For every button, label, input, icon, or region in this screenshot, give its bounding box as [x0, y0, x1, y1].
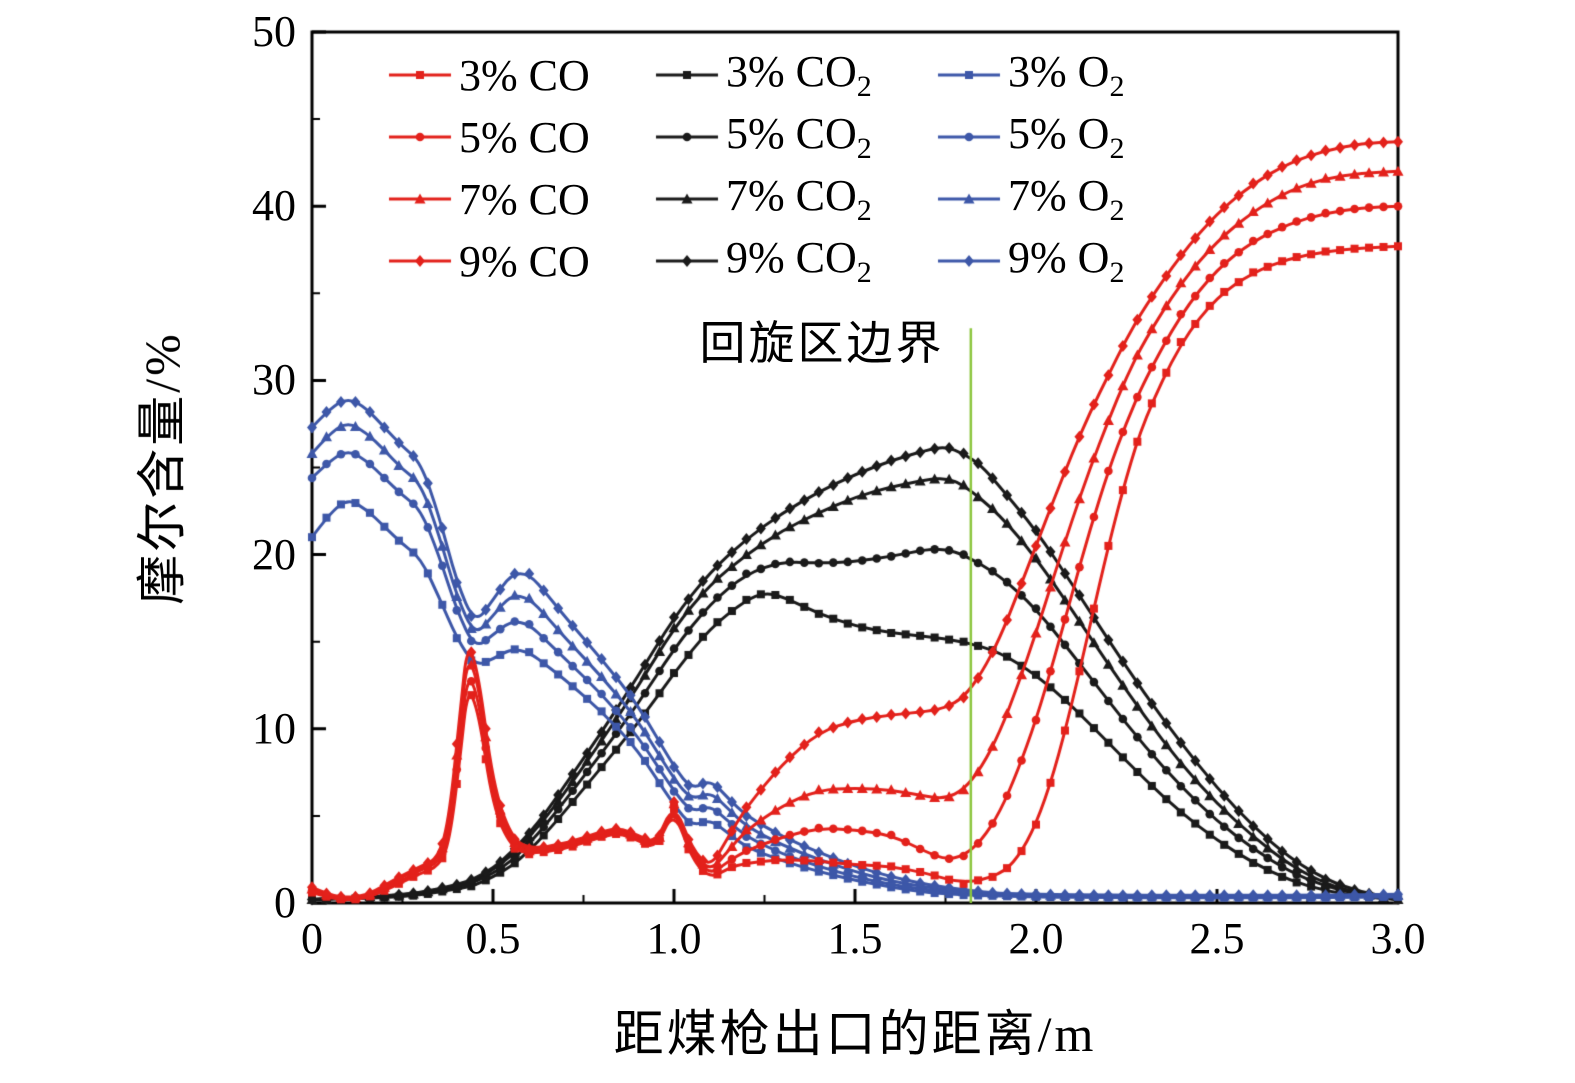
legend-item: 7% O2: [937, 170, 1187, 228]
legend-item: 5% O2: [937, 108, 1187, 166]
legend-line-sample: [388, 187, 452, 211]
legend-item: 7% CO: [388, 174, 655, 225]
legend-label: 7% CO2: [726, 171, 872, 227]
legend-item: 3% CO: [388, 50, 655, 101]
legend-label: 9% O2: [1008, 233, 1125, 289]
legend-line-sample: [655, 124, 719, 149]
y-tick-label: 40: [252, 181, 296, 231]
legend-line-sample: [937, 62, 1001, 87]
legend-item: 5% CO: [388, 112, 655, 163]
legend-label: 7% O2: [1008, 171, 1125, 227]
x-tick-label: 1.0: [646, 914, 702, 963]
y-tick-label: 10: [252, 703, 296, 753]
x-axis-title: 距煤枪出口的距离/m: [613, 1006, 1097, 1062]
legend-label: 9% CO2: [726, 233, 872, 289]
legend-label: 5% CO: [459, 112, 590, 162]
legend-item: 9% O2: [937, 232, 1187, 290]
x-tick-label: 1.5: [827, 914, 883, 963]
legend-line-sample: [388, 63, 452, 87]
legend-line-sample: [655, 186, 719, 211]
recirculation-boundary-label: 回旋区边界: [699, 318, 945, 369]
legend-item: 5% CO2: [655, 108, 937, 166]
y-tick-label: 0: [274, 878, 296, 927]
y-tick-label: 20: [252, 529, 296, 579]
x-tick-label: 3.0: [1370, 914, 1426, 963]
legend-item: 3% CO2: [655, 46, 937, 104]
legend-item: 9% CO2: [655, 232, 937, 290]
y-axis-title: 摩尔含量/%: [134, 331, 190, 605]
legend-label: 9% CO: [459, 236, 590, 286]
legend-line-sample: [388, 249, 452, 273]
y-tick-label: 30: [252, 355, 296, 405]
legend-item: 7% CO2: [655, 170, 937, 228]
legend-line-sample: [388, 125, 452, 149]
legend-line-sample: [937, 186, 1001, 211]
legend-label: 5% CO2: [726, 109, 872, 165]
legend-line-sample: [655, 248, 719, 273]
legend-label: 3% CO: [459, 50, 590, 100]
legend-line-sample: [655, 62, 719, 87]
y-tick-label: 50: [252, 7, 296, 56]
legend-item: 9% CO: [388, 236, 655, 287]
legend-label: 3% CO2: [726, 47, 872, 103]
legend-line-sample: [937, 124, 1001, 149]
legend-line-sample: [937, 248, 1001, 273]
x-tick-label: 2.0: [1008, 914, 1064, 963]
legend-item: 3% O2: [937, 46, 1187, 104]
legend-label: 5% O2: [1008, 109, 1125, 165]
x-tick-label: 2.5: [1189, 914, 1245, 963]
legend-label: 7% CO: [459, 174, 590, 224]
legend-label: 3% O2: [1008, 47, 1125, 103]
x-tick-label: 0.5: [465, 914, 521, 963]
legend: 3% CO 3% CO2 3% O2 5% CO 5% CO2 5% O2 7% CO 7% …: [388, 44, 1187, 292]
x-tick-label: 0: [301, 914, 323, 963]
